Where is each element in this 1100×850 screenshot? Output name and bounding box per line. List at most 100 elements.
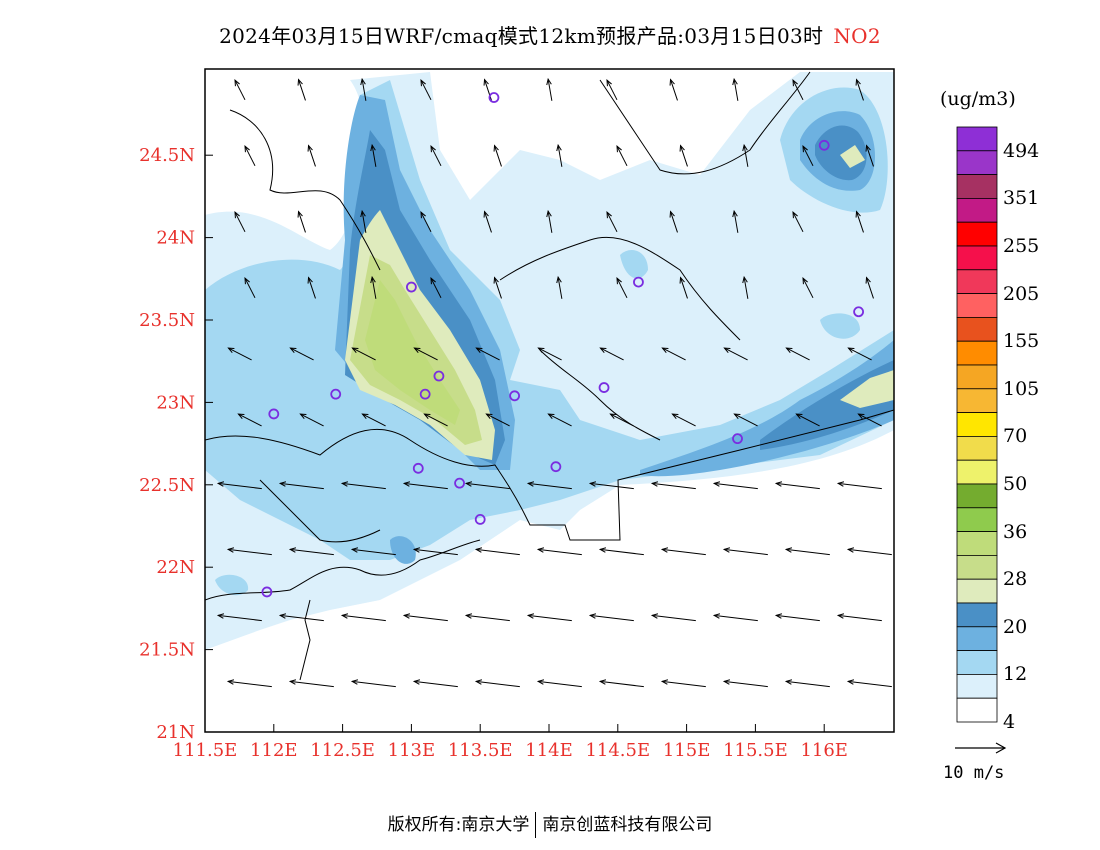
colorbar: [956, 126, 998, 723]
wind-arrow: [774, 481, 820, 490]
station-marker: [412, 462, 424, 474]
station-marker: [405, 281, 417, 293]
wind-arrow: [244, 277, 256, 299]
colorbar-segment: [956, 340, 998, 366]
wind-arrow: [802, 277, 814, 299]
x-tick-label: 111.5E: [173, 740, 238, 761]
wind-arrow: [430, 145, 442, 167]
station-marker: [598, 382, 610, 393]
wind-arrow: [299, 413, 324, 427]
station-marker: [268, 408, 280, 420]
wind-reference-arrow: [955, 742, 1007, 754]
station-marker: [633, 276, 644, 288]
station-marker: [433, 370, 445, 382]
wind-arrow: [526, 613, 572, 622]
colorbar-segment: [956, 221, 998, 247]
wind-arrow: [360, 209, 367, 233]
wind-arrow: [475, 347, 500, 361]
wind-arrow: [857, 413, 882, 427]
wind-arrow: [526, 481, 572, 490]
colorbar-segment: [956, 626, 998, 651]
wind-arrow: [227, 347, 252, 361]
station-marker: [419, 388, 431, 400]
wind-arrow: [795, 413, 820, 427]
wind-arrow: [361, 413, 386, 427]
wind-arrow: [855, 78, 864, 101]
wind-arrow: [307, 144, 316, 167]
wind-arrow: [556, 275, 563, 299]
colorbar-segment: [956, 412, 998, 437]
wind-arrow: [547, 413, 572, 427]
wind-arrow: [679, 144, 688, 167]
wind-arrow: [588, 481, 634, 490]
station-marker: [474, 514, 486, 525]
wind-vectors: [216, 77, 892, 688]
wind-arrow: [536, 547, 582, 556]
colorbar-segment: [956, 483, 998, 509]
wind-arrow: [865, 276, 874, 299]
x-tick-label: 112.5E: [310, 740, 375, 761]
wind-arrow: [792, 79, 804, 101]
wind-arrow: [288, 679, 334, 688]
wind-arrow: [340, 613, 386, 622]
wind-arrow: [616, 145, 628, 167]
colorbar-segment: [956, 316, 998, 342]
y-tick-label: 24.5N: [139, 145, 195, 166]
colorbar-segment: [956, 507, 998, 532]
wind-arrow: [464, 481, 510, 490]
wind-arrow: [650, 613, 696, 622]
wind-arrow: [556, 143, 563, 167]
station-marker: [818, 139, 830, 151]
colorbar-segment: [956, 269, 998, 294]
colorbar-label: 36: [1003, 520, 1028, 543]
x-tick-label: 113.5E: [448, 740, 513, 761]
wind-arrow: [288, 547, 334, 556]
wind-arrow: [865, 144, 874, 167]
y-tick-label: 22.5N: [139, 475, 195, 496]
wind-arrow: [234, 79, 246, 101]
wind-arrow: [847, 347, 872, 361]
wind-arrow: [297, 210, 306, 233]
wind-arrow: [784, 547, 830, 556]
wind-arrow: [430, 277, 442, 299]
wind-arrow: [679, 276, 688, 299]
wind-arrow: [598, 679, 644, 688]
wind-arrow: [774, 613, 820, 622]
x-tick-label: 112E: [250, 740, 298, 761]
wind-arrow: [606, 79, 618, 101]
footer-divider: [535, 812, 537, 838]
colorbar-segment: [956, 126, 998, 152]
station-marker: [261, 586, 273, 598]
wind-arrow: [278, 613, 324, 622]
x-tick-label: 115E: [663, 740, 711, 761]
station-marker: [732, 433, 743, 445]
footer-company: 南京创蓝科技有限公司: [542, 815, 713, 835]
wind-arrow: [660, 547, 706, 556]
wind-arrow: [836, 613, 882, 622]
wind-arrow: [289, 347, 314, 361]
station-marker: [509, 390, 520, 402]
wind-arrow: [370, 275, 377, 299]
colorbar-segment: [956, 197, 998, 223]
title-species: NO2: [833, 24, 881, 48]
wind-arrow: [722, 547, 768, 556]
wind-arrow: [661, 347, 686, 361]
wind-arrow: [412, 679, 458, 688]
colorbar-segment: [956, 435, 998, 461]
wind-arrow: [785, 347, 810, 361]
y-tick-label: 23N: [156, 392, 195, 413]
wind-arrow: [474, 679, 520, 688]
colorbar-segment: [956, 245, 998, 271]
wind-arrow: [216, 481, 262, 490]
y-tick-label: 21.5N: [139, 640, 195, 661]
colorbar-segment: [956, 602, 998, 628]
wind-arrow: [413, 347, 438, 361]
colorbar-label: 155: [1003, 330, 1040, 353]
wind-arrow: [237, 413, 262, 427]
wind-arrow: [412, 547, 458, 556]
wind-arrow: [351, 347, 376, 361]
colorbar-segment: [956, 650, 998, 675]
wind-arrow: [599, 347, 624, 361]
colorbar-segment: [956, 364, 998, 390]
